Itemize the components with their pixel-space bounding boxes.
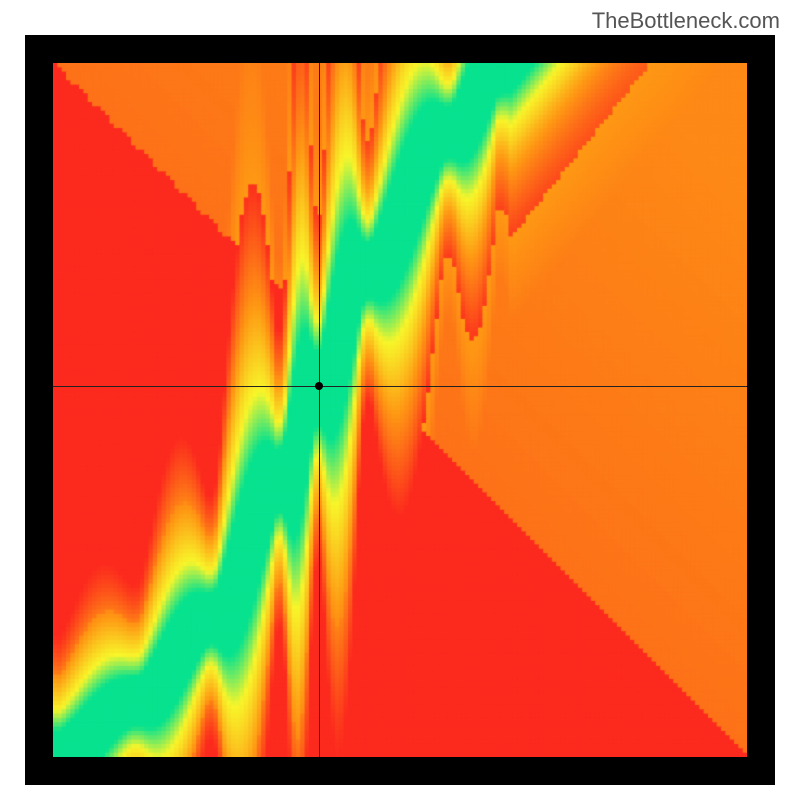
heatmap-canvas <box>53 63 747 757</box>
chart-frame <box>25 35 775 785</box>
watermark-text: TheBottleneck.com <box>592 8 780 34</box>
crosshair-horizontal <box>53 386 747 387</box>
crosshair-vertical <box>319 63 320 757</box>
heatmap-plot <box>53 63 747 757</box>
selected-data-point <box>315 382 323 390</box>
